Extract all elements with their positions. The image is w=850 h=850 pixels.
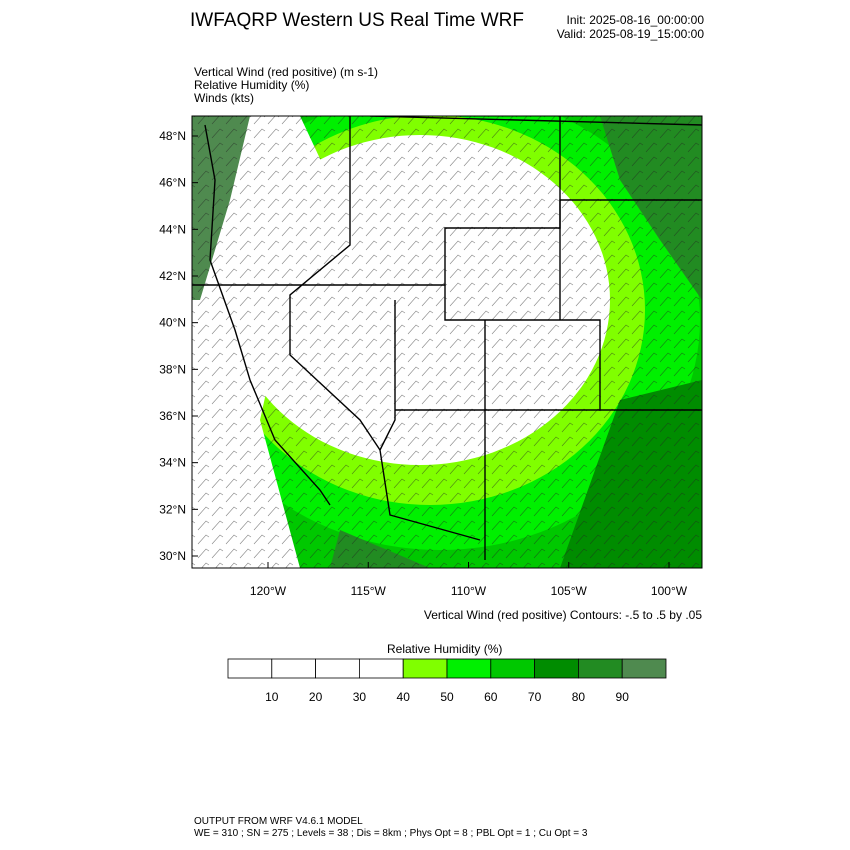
colorbar-label: 60: [484, 690, 498, 704]
colorbar-box: [534, 658, 579, 679]
field-label: Relative Humidity (%): [194, 78, 310, 92]
colorbar-box: [358, 658, 404, 679]
colorbar-label: 90: [616, 690, 630, 704]
lon-axis: 120°W 115°W 110°W 105°W 100°W: [250, 562, 688, 598]
lat-label: 44°N: [159, 222, 186, 236]
colorbar-box: [446, 658, 492, 679]
colorbar-label: 80: [572, 690, 586, 704]
colorbar-label: 20: [309, 690, 323, 704]
lon-label: 105°W: [551, 584, 588, 598]
lon-label: 100°W: [651, 584, 688, 598]
lat-label: 42°N: [159, 269, 186, 283]
colorbar-box: [402, 658, 448, 679]
valid-time: Valid: 2025-08-19_15:00:00: [556, 27, 704, 41]
title: IWFAQRP Western US Real Time WRF: [190, 10, 524, 31]
lat-label: 32°N: [159, 502, 186, 516]
init-time: Init: 2025-08-16_00:00:00: [566, 13, 704, 27]
colorbar-box: [621, 658, 667, 679]
lat-label: 34°N: [159, 456, 186, 470]
lon-label: 120°W: [250, 584, 287, 598]
footer-line: WE = 310 ; SN = 275 ; Levels = 38 ; Dis …: [194, 828, 588, 839]
lat-label: 46°N: [159, 176, 186, 190]
lat-label: 38°N: [159, 362, 186, 376]
field-label: Winds (kts): [194, 91, 254, 105]
contour-note: Vertical Wind (red positive) Contours: -…: [423, 608, 702, 622]
colorbar-box: [490, 658, 535, 679]
colorbar-label: 50: [440, 690, 454, 704]
colorbar-box: [315, 658, 360, 679]
colorbar-box: [271, 658, 316, 679]
humidity-field: [192, 116, 702, 568]
colorbar-title: Relative Humidity (%): [387, 642, 503, 656]
lat-label: 36°N: [159, 409, 186, 423]
colorbar-label: 30: [353, 690, 367, 704]
colorbar-box: [227, 658, 273, 679]
field-label: Vertical Wind (red positive) (m s-1): [194, 65, 379, 79]
lat-label: 48°N: [159, 129, 186, 143]
colorbar-label: 40: [397, 690, 411, 704]
colorbar: 10 20 30 40 50 60 70 80 90: [227, 658, 667, 704]
colorbar-label: 10: [265, 690, 279, 704]
colorbar-label: 70: [528, 690, 542, 704]
lon-label: 115°W: [351, 584, 387, 598]
lat-label: 30°N: [159, 549, 186, 563]
footer-line: OUTPUT FROM WRF V4.6.1 MODEL: [194, 816, 363, 827]
lat-axis: 48°N 46°N 44°N 42°N 40°N 38°N 36°N 34°N 32°N 30°N: [159, 129, 198, 563]
colorbar-box: [578, 658, 623, 679]
lat-label: 40°N: [159, 316, 186, 330]
lon-label: 110°W: [451, 584, 487, 598]
